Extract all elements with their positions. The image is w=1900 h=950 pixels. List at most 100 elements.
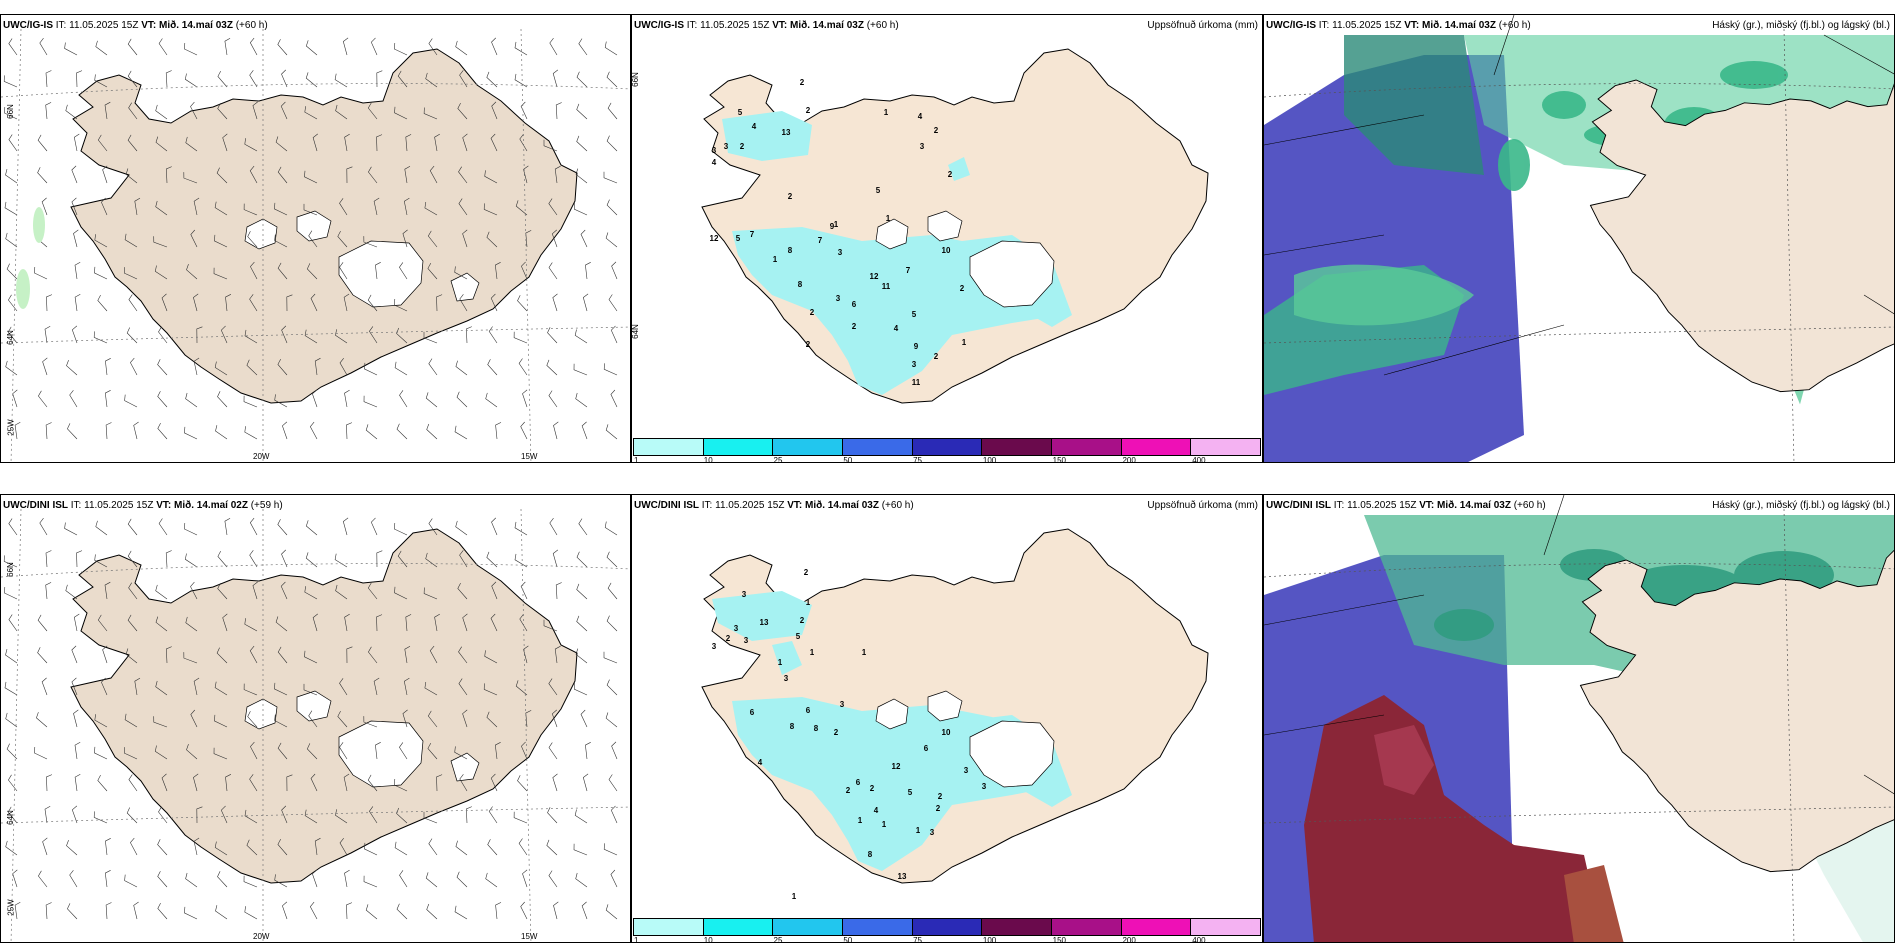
wind-barb [277, 358, 288, 376]
legend-tick-label: 200 [1122, 936, 1136, 943]
wind-barb [73, 229, 79, 248]
precip-value-label: 1 [916, 826, 921, 835]
precip-value-label: 4 [918, 112, 923, 121]
precip-value-label: 6 [806, 706, 811, 715]
wind-barb [134, 197, 141, 216]
wind-barb [128, 774, 138, 792]
precip-value-label: 3 [838, 248, 843, 257]
wind-barb [126, 327, 138, 344]
wind-barb [576, 71, 588, 88]
wind-barb [459, 550, 468, 568]
wind-barb [133, 901, 139, 920]
precip-value-label: 2 [806, 340, 811, 349]
wind-barb [277, 39, 288, 56]
wind-barb [158, 806, 168, 824]
legend-tick-label: 10 [703, 936, 713, 943]
wind-barb [312, 613, 318, 632]
lon-label-20w: 20W [253, 452, 270, 461]
wind-barb [573, 203, 588, 216]
precip-value-label: 1 [773, 255, 778, 264]
wind-barb [128, 294, 138, 312]
panel-subtitle: Uppsöfnuð úrkoma (mm) [1147, 500, 1258, 511]
lat-label-65n: 66N [631, 72, 640, 87]
wind-barb [214, 234, 228, 248]
wind-barb [458, 166, 468, 184]
wind-barb [123, 267, 138, 280]
wind-barb [94, 554, 108, 568]
wind-barb [337, 710, 348, 728]
legend-swatch [773, 919, 844, 935]
precip-value-label: 4 [758, 758, 763, 767]
wind-barb [457, 102, 468, 120]
wind-barb [576, 615, 588, 632]
wind-barb [548, 390, 558, 408]
precip-value-label: 2 [948, 170, 953, 179]
wind-barb [73, 133, 80, 152]
wind-barb [462, 229, 468, 248]
wind-barb [125, 648, 138, 664]
wind-barb [71, 677, 78, 696]
wind-barb [286, 774, 293, 792]
wind-barb [37, 134, 48, 152]
wind-barb [394, 106, 408, 120]
wind-barb [74, 261, 81, 280]
wind-barb [434, 613, 440, 632]
legend-tick-label: 75 [913, 936, 923, 943]
wind-barb [396, 903, 408, 920]
wind-barb [427, 710, 438, 728]
precip-value-label: 4 [894, 324, 899, 333]
wind-barb [436, 294, 443, 312]
precip-value-label: 1 [886, 214, 891, 223]
wind-barb [97, 614, 108, 632]
wind-barb [522, 389, 528, 408]
wind-barb [4, 586, 18, 600]
wind-barb [603, 651, 618, 664]
wind-barb [549, 38, 558, 56]
wind-barb [487, 359, 498, 376]
wind-barb [130, 357, 138, 376]
wind-barb [124, 874, 138, 888]
wind-barb [458, 646, 468, 664]
wind-barb [552, 773, 558, 792]
wind-barb [123, 747, 138, 760]
wind-barb [45, 102, 52, 120]
wind-barb [71, 325, 78, 344]
wind-barb [133, 421, 139, 440]
wind-barb [548, 198, 558, 216]
wind-barb [97, 134, 108, 152]
wind-barb [222, 613, 228, 632]
wind-barb [74, 741, 81, 760]
wind-barb [134, 677, 141, 696]
precip-value-label: 3 [712, 642, 717, 651]
wind-barb [428, 518, 438, 536]
wind-barb [396, 807, 408, 824]
light-precip-patches [16, 207, 45, 309]
wind-barb [603, 363, 618, 376]
wind-barb [363, 875, 378, 888]
wind-barb [193, 677, 200, 696]
wind-barb [456, 871, 468, 888]
wind-barbs [3, 517, 618, 920]
precip-value-label: 2 [870, 784, 875, 793]
wind-barb [549, 518, 558, 536]
wind-barb [494, 262, 501, 280]
wind-barb [552, 293, 558, 312]
wind-barb [423, 331, 438, 344]
wind-barb [486, 231, 498, 248]
wind-barb [611, 261, 618, 280]
legend-swatch [1121, 439, 1192, 455]
wind-barb [606, 135, 618, 152]
wind-barb [45, 70, 52, 88]
wind-barb [128, 582, 138, 600]
wind-barb [94, 74, 108, 88]
wind-barb [34, 266, 48, 280]
wind-barb [64, 522, 78, 536]
wind-barb [217, 103, 228, 120]
wind-barb [44, 325, 51, 344]
wind-barb [543, 619, 558, 632]
wind-barb [41, 197, 48, 216]
wind-barb [286, 294, 293, 312]
wind-barb [37, 614, 48, 632]
